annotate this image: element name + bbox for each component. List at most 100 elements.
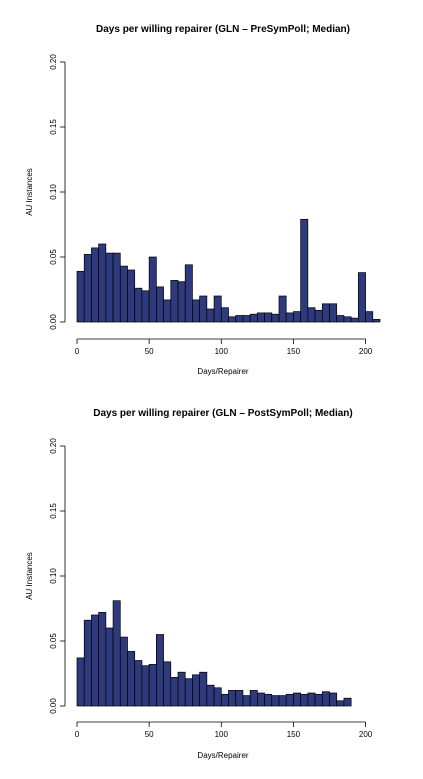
histogram-bar [199,671,208,707]
histogram-bar [134,287,143,323]
histogram-bar [206,308,215,323]
histogram-bar [235,690,244,707]
histogram-bar [264,693,273,707]
histogram-bar [177,281,186,323]
histogram-bar [206,684,215,707]
histogram-bar [365,311,374,323]
histogram-bar [228,690,237,707]
histogram-bar [300,693,309,707]
histogram-bar [112,252,121,323]
histogram-bar [321,691,330,707]
histogram-bar [184,264,193,323]
y-tick-label: 0.00 [49,698,58,714]
histogram-bar [293,311,301,323]
histogram-bar [271,313,280,323]
histogram-bar [127,651,136,707]
histogram-bar [329,692,338,707]
y-tick-label: 0.10 [49,184,58,200]
histogram-bar [307,692,316,707]
histogram-bar [300,218,309,323]
x-tick-label: 150 [287,730,301,739]
y-tick-label: 0.00 [49,314,58,330]
y-axis-label: AU Instances [25,168,34,216]
x-tick-label: 200 [359,347,373,356]
histogram-bar [264,312,273,323]
histogram-bar [156,286,164,323]
histogram-bar [343,697,352,707]
histogram-bar [148,664,157,707]
histogram-bar [271,695,280,707]
histogram-bar [76,657,85,707]
histogram-bar [83,254,92,323]
histogram-bar [314,309,323,323]
histogram-bar [163,661,172,707]
histogram-bar [350,317,359,323]
x-tick-label: 100 [215,347,229,356]
histogram-bar [372,319,381,323]
y-tick-label: 0.05 [49,633,58,649]
histogram-bar [285,312,294,323]
x-tick-label: 50 [145,347,154,356]
y-tick-label: 0.15 [49,119,58,135]
histogram-bar [119,636,128,707]
x-axis-label: Days/Repairer [197,751,248,760]
x-tick-label: 150 [287,347,301,356]
histogram-bar [91,247,99,323]
histogram-bar [307,307,316,323]
histogram-bar [358,272,366,323]
histogram-bar [343,316,352,323]
x-tick-label: 50 [145,730,154,739]
bars-group [76,218,381,323]
histogram-bar [285,693,294,707]
y-tick-label: 0.05 [49,249,58,265]
histogram-bar [278,295,287,323]
histogram-bar [192,674,200,707]
y-tick-label: 0.20 [49,438,58,454]
chart-pre-sym-poll: Days per willing repairer (GLN – PreSymP… [25,24,381,376]
y-tick-label: 0.20 [49,54,58,70]
histogram-bar [105,252,114,323]
histogram-bar [177,671,186,707]
histogram-bar [127,269,136,323]
bars-group [76,600,352,707]
histogram-bar [76,270,85,323]
histogram-bar [213,687,222,707]
histogram-bar [91,614,99,707]
histogram-bar [321,303,330,323]
histogram-bar [213,295,222,323]
y-tick-label: 0.10 [49,568,58,584]
histogram-bar [249,313,258,323]
chart-title: Days per willing repairer (GLN – PostSym… [93,408,353,419]
histogram-bar [163,299,172,323]
x-tick-label: 100 [215,730,229,739]
histogram-bar [192,299,200,323]
histogram-bar [242,315,251,323]
histogram-bar [278,695,287,707]
y-axis-label: AU Instances [25,552,34,600]
chart-title: Days per willing repairer (GLN – PreSymP… [96,24,350,35]
histogram-bar [170,677,179,707]
histogram-bar [119,265,128,323]
axes-group: 0.00 0.05 0.10 0.15 0.20 0 50 100 150 200 [49,438,373,739]
histogram-bar [170,280,179,323]
histogram-bar [336,315,345,323]
histogram-bar [329,303,338,323]
histogram-bar [156,634,164,707]
histogram-bar [293,692,301,707]
chart-post-sym-poll: Days per willing repairer (GLN – PostSym… [25,408,373,760]
histogram-bar [228,316,237,323]
histogram-bar [220,693,229,707]
histogram-bar [249,690,258,707]
histogram-bar [257,692,265,707]
histogram-bar [184,678,193,707]
histogram-bar [235,315,244,323]
histogram-bar [199,295,208,323]
histogram-bar [141,665,150,707]
x-axis-label: Days/Repairer [197,367,248,376]
histogram-bar [336,700,345,707]
histogram-bar [105,627,114,707]
histogram-bar [242,695,251,707]
histogram-bar [98,243,107,323]
histogram-bar [148,256,157,323]
